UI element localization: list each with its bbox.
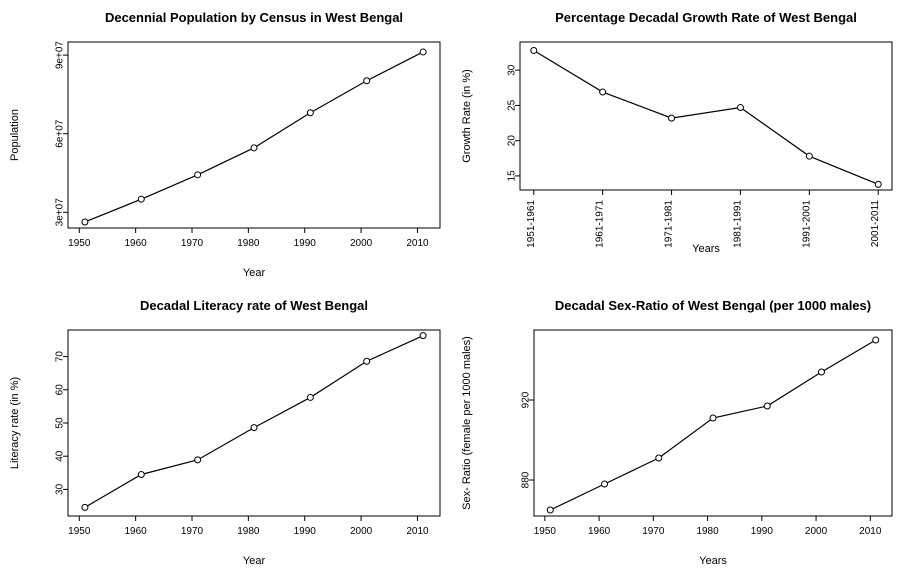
data-marker	[82, 219, 88, 225]
xtick-label: 1950	[68, 238, 91, 249]
ytick-label: 880	[521, 471, 532, 488]
xtick-label: 1960	[125, 238, 148, 249]
xtick-label: 1990	[294, 526, 317, 537]
xtick-label: 2000	[805, 526, 828, 537]
data-marker	[875, 181, 881, 187]
y-axis-label: Growth Rate (in %)	[461, 69, 473, 163]
chart-title: Decadal Sex-Ratio of West Bengal (per 10…	[555, 298, 871, 313]
ytick-label: 9e+07	[55, 41, 66, 70]
ytick-label: 25	[507, 99, 518, 111]
data-marker	[531, 47, 537, 53]
chart-title: Decennial Population by Census in West B…	[105, 10, 403, 25]
data-marker	[669, 115, 675, 121]
data-marker	[307, 110, 313, 116]
xtick-label: 1980	[237, 526, 260, 537]
data-line	[85, 52, 423, 222]
xtick-label: 1981-1991	[732, 200, 743, 248]
xtick-label: 1980	[696, 526, 719, 537]
data-marker	[602, 481, 608, 487]
xtick-label: 2010	[406, 526, 429, 537]
data-marker	[195, 457, 201, 463]
xtick-label: 1970	[181, 526, 204, 537]
y-axis-label: Literacy rate (in %)	[9, 377, 21, 469]
xtick-label: 1950	[68, 526, 91, 537]
data-line	[550, 340, 875, 510]
chart-panel-population: 1950 1960 1970 1980 1990 2000 2010 3e+07 6e+07 9e…	[0, 0, 452, 288]
xtick-label: 2010	[406, 238, 429, 249]
xtick-label: 1990	[751, 526, 774, 537]
chart-panel-growth: 1951-1961 1961-1971 1971-1981 1981-1991 1991…	[452, 0, 904, 288]
chart-panel-literacy: 1950 1960 1970 1980 1990 2000 2010 30 40 50 60 70 De…	[0, 288, 452, 576]
ytick-label: 30	[507, 64, 518, 76]
x-axis-label: Year	[243, 267, 266, 279]
data-marker	[195, 172, 201, 178]
xtick-label: 1991-2001	[801, 200, 812, 248]
data-marker	[364, 358, 370, 364]
xtick-label: 1960	[588, 526, 611, 537]
ytick-label: 15	[507, 170, 518, 182]
data-marker	[307, 394, 313, 400]
xtick-label: 1950	[534, 526, 557, 537]
ytick-label: 60	[55, 384, 66, 396]
chart-growth: 1951-1961 1961-1971 1971-1981 1981-1991 1991…	[452, 0, 904, 288]
xtick-label: 1971-1981	[664, 200, 675, 248]
data-marker	[138, 471, 144, 477]
chart-literacy: 1950 1960 1970 1980 1990 2000 2010 30 40 50 60 70 De…	[0, 288, 452, 576]
data-marker	[818, 369, 824, 375]
data-marker	[873, 337, 879, 343]
ytick-label: 920	[521, 391, 532, 408]
data-marker	[737, 105, 743, 111]
data-marker	[138, 196, 144, 202]
x-axis-label: Year	[243, 555, 266, 567]
x-axis-label: Years	[692, 243, 720, 255]
data-marker	[82, 504, 88, 510]
chart-sexratio: 1950 1960 1970 1980 1990 2000 2010 880 920 Decada…	[452, 288, 904, 576]
chart-population: 1950 1960 1970 1980 1990 2000 2010 3e+07 6e+07 9e…	[0, 0, 452, 288]
data-marker	[806, 153, 812, 159]
data-marker	[420, 49, 426, 55]
chart-panel-sexratio: 1950 1960 1970 1980 1990 2000 2010 880 920 Decada…	[452, 288, 904, 576]
ytick-label: 6e+07	[55, 119, 66, 148]
xtick-label: 1990	[294, 238, 317, 249]
xtick-label: 1961-1971	[595, 200, 606, 248]
data-marker	[547, 507, 553, 513]
xtick-label: 1951-1961	[526, 200, 537, 248]
xtick-label: 2010	[859, 526, 882, 537]
ytick-label: 70	[55, 351, 66, 363]
xtick-label: 2001-2011	[870, 200, 881, 248]
ytick-label: 50	[55, 417, 66, 429]
ytick-label: 3e+07	[55, 198, 66, 227]
xtick-label: 2000	[350, 238, 373, 249]
ytick-label: 20	[507, 135, 518, 147]
data-line	[85, 336, 423, 508]
xtick-label: 1970	[181, 238, 204, 249]
ytick-label: 30	[55, 483, 66, 495]
y-axis-label: Sex- Ratio (female per 1000 males)	[461, 336, 473, 510]
ytick-label: 40	[55, 450, 66, 462]
data-marker	[656, 455, 662, 461]
chart-title: Decadal Literacy rate of West Bengal	[140, 298, 368, 313]
data-marker	[420, 333, 426, 339]
data-marker	[600, 89, 606, 95]
xtick-label: 2000	[350, 526, 373, 537]
data-marker	[251, 425, 257, 431]
xtick-label: 1980	[237, 238, 260, 249]
chart-title: Percentage Decadal Growth Rate of West B…	[555, 10, 857, 25]
xtick-label: 1970	[642, 526, 665, 537]
data-marker	[364, 78, 370, 84]
data-marker	[251, 145, 257, 151]
data-marker	[710, 415, 716, 421]
data-line	[534, 50, 878, 184]
xtick-label: 1960	[125, 526, 148, 537]
x-axis-label: Years	[699, 555, 727, 567]
data-marker	[764, 403, 770, 409]
y-axis-label: Population	[9, 109, 21, 161]
